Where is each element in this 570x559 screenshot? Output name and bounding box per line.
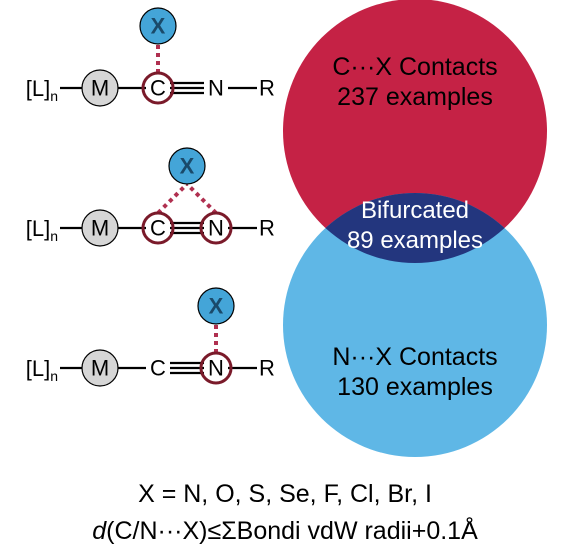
contact-N-X bbox=[187, 184, 216, 213]
venn-int-label-2: 89 examples bbox=[347, 227, 483, 254]
caption-rest: (C/N···X)≤ΣBondi vdW radii+0.1Å bbox=[106, 517, 478, 545]
label-C: C bbox=[150, 76, 166, 101]
label-M: M bbox=[91, 216, 109, 241]
label-M: M bbox=[91, 76, 109, 101]
label-C: C bbox=[150, 356, 166, 381]
svg-text:[L]n: [L]n bbox=[26, 356, 58, 385]
label-R: R bbox=[259, 356, 275, 381]
label-X: X bbox=[209, 294, 224, 319]
venn-top-label-1: C···X Contacts bbox=[332, 53, 497, 81]
structure-row: [L]n M C N R X bbox=[26, 288, 275, 386]
venn-bottom-label-1: N···X Contacts bbox=[332, 343, 497, 371]
label-C: C bbox=[150, 216, 166, 241]
ligand-prefix: [L]n bbox=[26, 76, 58, 105]
venn-top-label-2: 237 examples bbox=[337, 83, 493, 111]
ligand-prefix: [L]n bbox=[26, 216, 58, 245]
structure-row: [L]n M C N R X bbox=[26, 148, 275, 246]
contact-C-X bbox=[158, 184, 187, 213]
label-R: R bbox=[259, 76, 275, 101]
venn-int-label-1: Bifurcated bbox=[361, 197, 469, 224]
label-N: N bbox=[208, 76, 224, 101]
label-X: X bbox=[151, 14, 166, 39]
ligand-prefix: [L]n bbox=[26, 356, 58, 385]
caption-line-1: X = N, O, S, Se, F, Cl, Br, I bbox=[0, 479, 570, 510]
figure-root: C···X Contacts 237 examples Bifurcated 8… bbox=[0, 0, 570, 559]
svg-text:[L]n: [L]n bbox=[26, 76, 58, 105]
bond-C-N bbox=[170, 223, 204, 233]
caption-line-2: d(C/N···X)≤ΣBondi vdW radii+0.1Å bbox=[0, 516, 570, 547]
label-R: R bbox=[259, 216, 275, 241]
caption-d: d bbox=[92, 517, 106, 545]
label-N: N bbox=[208, 356, 224, 381]
venn-bottom-label-2: 130 examples bbox=[337, 373, 493, 401]
bond-C-N bbox=[170, 363, 204, 373]
label-N: N bbox=[208, 216, 224, 241]
label-M: M bbox=[91, 356, 109, 381]
structures: [L]n M C N R X [L]n M C N R X [L]n M C N R X bbox=[0, 0, 300, 460]
label-X: X bbox=[180, 154, 195, 179]
svg-text:[L]n: [L]n bbox=[26, 216, 58, 245]
bond-C-N bbox=[170, 83, 204, 93]
structure-row: [L]n M C N R X bbox=[26, 8, 275, 106]
